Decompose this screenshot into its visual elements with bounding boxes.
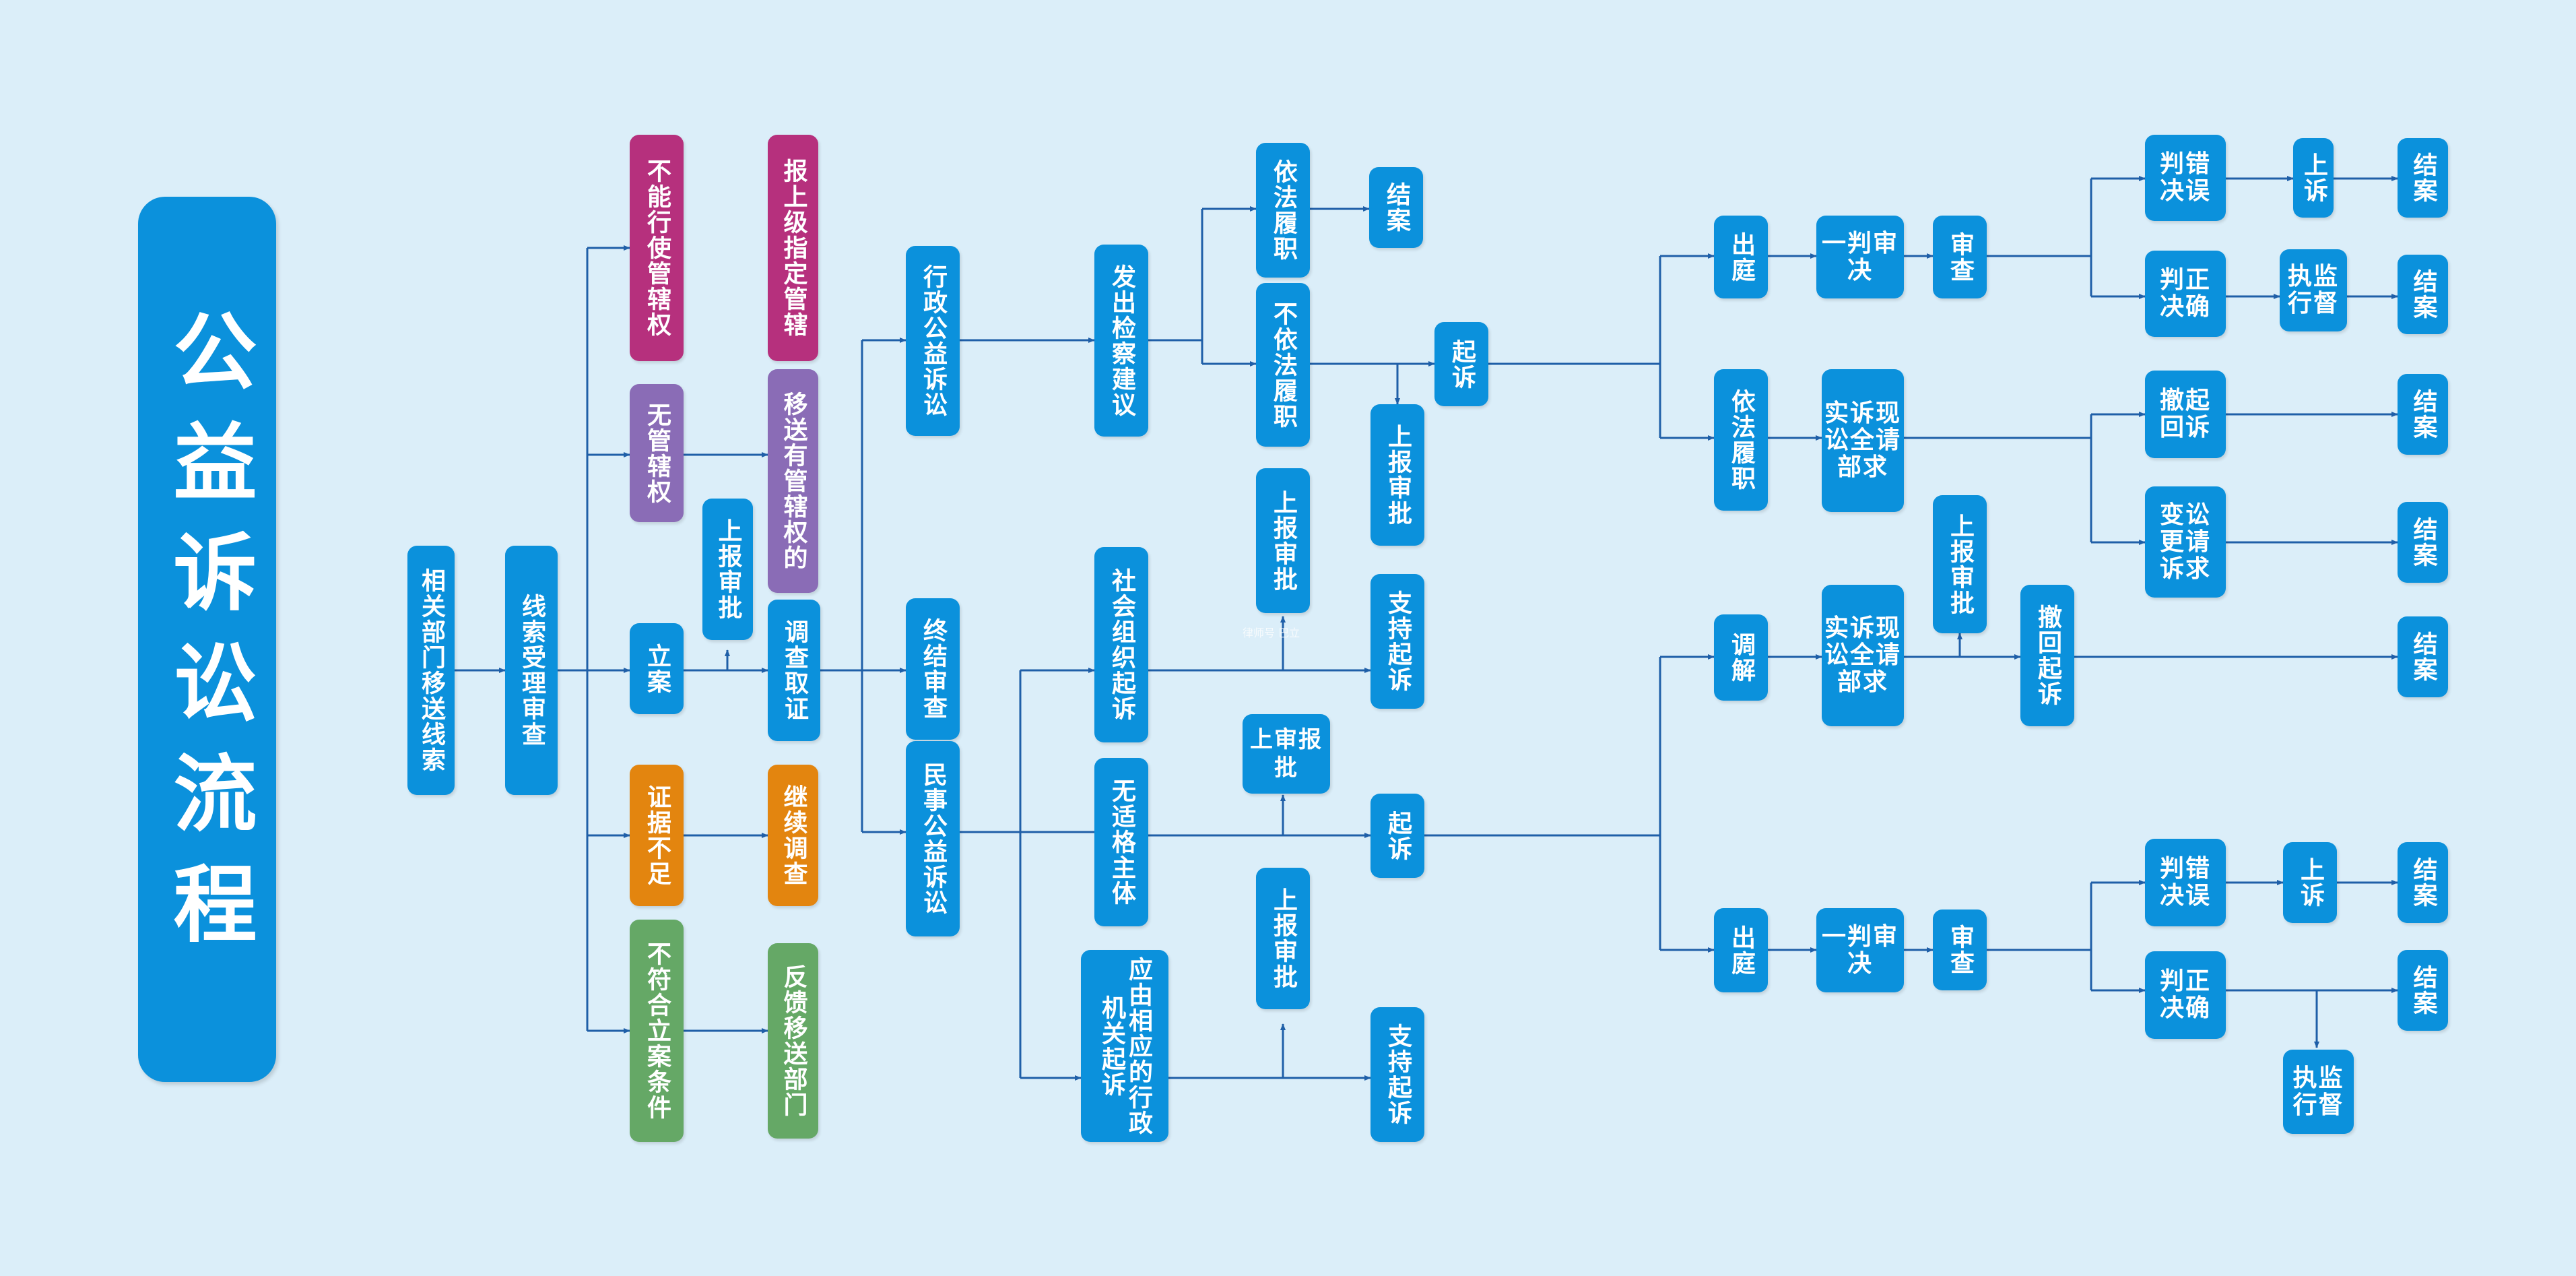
watermark-text: 律师号 巴立 — [1243, 627, 1300, 639]
node-civil-litigation: 民事公益诉讼 — [906, 741, 960, 936]
node-realize-all-claims-1: 实诉现讼全请部求 — [1822, 369, 1904, 512]
node-appeal-1: 上诉 — [2293, 138, 2334, 218]
node-close-case-1: 结案 — [1369, 167, 1423, 248]
node-report-approval-6: 上报审批 — [1933, 495, 1987, 633]
node-support-sue-1: 支持起诉 — [1370, 574, 1424, 709]
node-withdraw-suit-2: 撤回起诉 — [2020, 585, 2074, 726]
node-no-jurisdiction-exercise: 不能行使管辖权 — [630, 135, 684, 361]
node-first-instance-1: 一判审决 — [1816, 216, 1904, 298]
node-administrative-litigation: 行政公益诉讼 — [906, 246, 960, 436]
node-not-meet-conditions: 不符合立案条件 — [630, 920, 684, 1142]
node-file-case: 立案 — [630, 623, 684, 714]
node-review-1: 审查 — [1933, 216, 1987, 298]
node-report-approval-2: 上报审批 — [1370, 404, 1424, 546]
node-admin-agency-should-sue: 应由相应的行政机关起诉 — [1081, 950, 1168, 1142]
node-clue-review: 线索受理审查 — [505, 546, 558, 795]
node-correct-judgment-2: 判正决确 — [2145, 951, 2226, 1039]
node-sue-2: 起诉 — [1370, 794, 1424, 878]
node-report-approval-3: 上报审批 — [1256, 468, 1310, 613]
node-insufficient-evidence: 证据不足 — [630, 765, 684, 906]
node-execution-supervision-1: 执监行督 — [2280, 249, 2347, 331]
node-perform-duty-2: 依法履职 — [1714, 369, 1768, 511]
node-continue-investigation: 继续调查 — [768, 765, 818, 906]
node-wrong-judgment-1: 判错决误 — [2145, 135, 2226, 221]
node-withdraw-suit-1: 撤起回诉 — [2145, 371, 2226, 458]
node-feedback-transfer-dept: 反馈移送部门 — [768, 943, 818, 1139]
node-related-dept-transfer: 相关部门移送线索 — [407, 546, 455, 795]
node-sue-1: 起诉 — [1434, 322, 1488, 406]
node-close-case-3: 结案 — [2398, 255, 2448, 334]
node-first-instance-2: 一判审决 — [1816, 908, 1904, 992]
node-transfer-to-jurisdiction: 移送有管辖权的 — [768, 369, 818, 593]
node-close-case-7: 结案 — [2398, 842, 2448, 923]
node-appear-in-court-2: 出庭 — [1714, 908, 1768, 992]
node-terminate-review: 终结审查 — [906, 598, 960, 740]
node-correct-judgment-1: 判正决确 — [2145, 251, 2226, 337]
node-report-approval-1: 上报审批 — [702, 499, 753, 640]
node-perform-duty: 依法履职 — [1256, 143, 1310, 278]
node-investigation: 调查取证 — [768, 600, 820, 741]
node-social-org-sue: 社会组织起诉 — [1094, 547, 1148, 742]
node-not-perform-duty: 不依法履职 — [1256, 283, 1310, 447]
node-appeal-2: 上诉 — [2283, 842, 2337, 923]
page-title: 公益诉讼流程 — [138, 197, 276, 1082]
node-close-case-8: 结案 — [2398, 950, 2448, 1031]
node-no-qualified-subject: 无适格主体 — [1094, 758, 1148, 926]
node-appear-in-court-1: 出庭 — [1714, 216, 1768, 298]
node-execution-supervision-2: 执监行督 — [2283, 1050, 2354, 1134]
node-change-claims: 变讼更请诉求 — [2145, 486, 2226, 598]
node-close-case-5: 结案 — [2398, 502, 2448, 583]
node-report-superior: 报上级指定管辖 — [768, 135, 818, 361]
node-issue-recommendation: 发出检察建议 — [1094, 245, 1148, 437]
node-report-approval-4: 上审报批 — [1243, 714, 1330, 794]
node-close-case-6: 结案 — [2398, 616, 2448, 697]
node-report-approval-5: 上报审批 — [1256, 868, 1310, 1009]
node-mediation: 调解 — [1714, 614, 1768, 701]
node-review-2: 审查 — [1933, 910, 1987, 990]
node-close-case-4: 结案 — [2398, 374, 2448, 455]
node-realize-all-claims-2: 实诉现讼全请部求 — [1822, 585, 1904, 726]
node-close-case-2: 结案 — [2398, 138, 2448, 218]
node-no-jurisdiction: 无管辖权 — [630, 384, 684, 522]
node-support-sue-2: 支持起诉 — [1370, 1007, 1424, 1142]
node-wrong-judgment-2: 判错决误 — [2145, 839, 2226, 926]
